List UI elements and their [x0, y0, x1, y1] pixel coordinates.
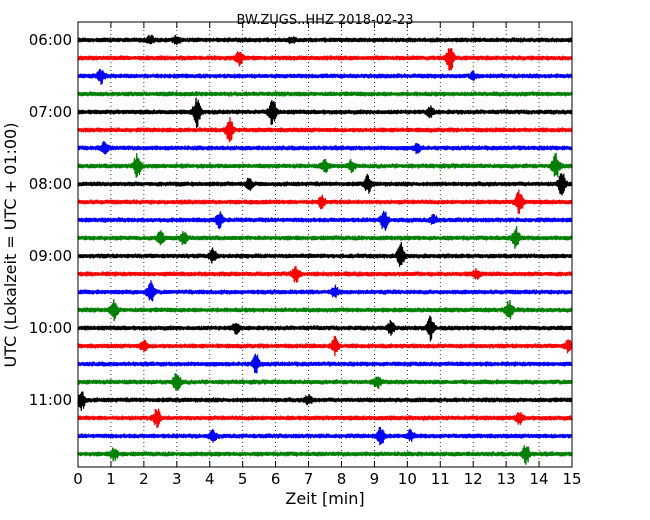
- x-tick-label: 14: [530, 470, 549, 488]
- x-tick-label: 8: [337, 470, 347, 488]
- trace-row: [77, 116, 573, 143]
- y-axis-label: UTC (Lokalzeit = UTC + 01:00): [1, 123, 20, 368]
- trace-row: [77, 265, 573, 283]
- y-tick-label: 09:00: [29, 247, 72, 265]
- y-tick-label: 07:00: [29, 103, 72, 121]
- x-tick-label: 7: [304, 470, 314, 488]
- y-axis-tick-labels: 06:00 07:00 08:00 09:00 10:00 11:00: [29, 31, 72, 409]
- trace-row: [77, 97, 573, 129]
- trace-row: [77, 299, 573, 322]
- trace-row: [77, 426, 573, 446]
- axis-ticks: [77, 22, 573, 467]
- y-tick-label: 06:00: [29, 31, 72, 49]
- x-tick-label: 6: [271, 470, 281, 488]
- trace-row: [77, 68, 573, 85]
- x-tick-label: 11: [431, 470, 450, 488]
- x-tick-label: 10: [398, 470, 417, 488]
- x-tick-label: 3: [172, 470, 182, 488]
- trace-row: [77, 210, 573, 231]
- x-axis-label: Zeit [min]: [285, 489, 364, 508]
- x-tick-label: 2: [139, 470, 149, 488]
- trace-row: [77, 445, 573, 465]
- trace-row: [77, 315, 573, 342]
- y-tick-label: 10:00: [29, 319, 72, 337]
- x-tick-label: 0: [73, 470, 83, 488]
- x-tick-label: 1: [106, 470, 116, 488]
- trace-row: [77, 353, 573, 374]
- trace-row: [77, 91, 573, 97]
- trace-row: [77, 152, 573, 179]
- x-tick-label: 13: [497, 470, 516, 488]
- trace-row: [77, 335, 573, 357]
- trace-row: [77, 173, 573, 196]
- x-tick-label: 5: [238, 470, 248, 488]
- trace-row: [77, 280, 573, 302]
- x-tick-label: 9: [370, 470, 380, 488]
- plot-frame: [77, 21, 573, 468]
- trace-row: [77, 408, 573, 429]
- y-tick-label: 11:00: [29, 391, 72, 409]
- trace-row: [77, 242, 573, 267]
- x-tick-label: 4: [205, 470, 215, 488]
- trace-row: [77, 391, 573, 412]
- trace-row: [77, 34, 573, 46]
- trace-row: [77, 140, 573, 155]
- trace-row: [77, 47, 573, 71]
- traces: [77, 34, 573, 465]
- x-tick-label: 12: [464, 470, 483, 488]
- trace-row: [77, 372, 573, 391]
- x-axis-tick-labels: 0 1 2 3 4 5 6 7 8 9 10 11 12 13 14 15: [73, 470, 581, 488]
- x-tick-label: 15: [562, 470, 581, 488]
- trace-row: [77, 226, 573, 249]
- chart-title: BW.ZUGS..HHZ 2018-02-23: [236, 13, 413, 28]
- y-tick-label: 08:00: [29, 175, 72, 193]
- trace-row: [77, 189, 573, 215]
